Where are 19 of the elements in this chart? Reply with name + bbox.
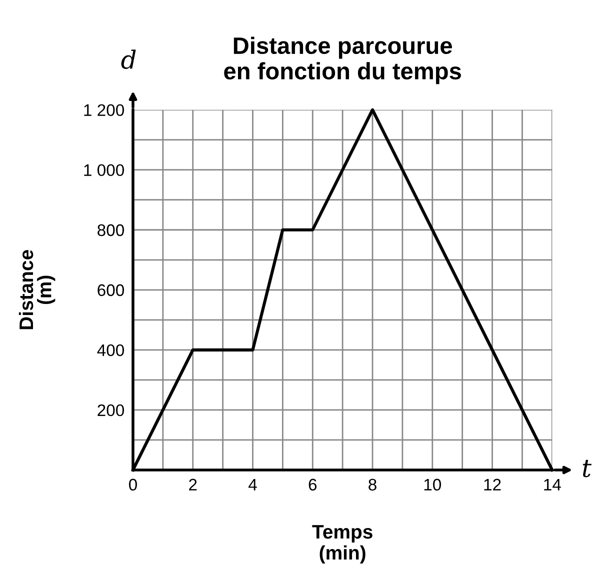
y-tick-label: 200 [98,404,124,416]
y-tick-label: 1 200 [84,104,124,116]
y-tick-label: 400 [97,344,124,356]
x-tick-label: 8 [368,478,376,491]
x-tick-label: 0 [129,478,137,491]
x-tick-label: 14 [544,478,561,490]
x-tick-label: 4 [248,478,257,490]
y-tick-label: 1 000 [84,164,124,176]
text: d [121,50,136,69]
x-tick-label: 6 [308,478,317,491]
y-axis-title: Distance (m) [18,250,56,330]
text: t [582,460,592,478]
y-tick-label: 800 [98,224,124,236]
chart-title: Distance parcourue en fonction du temps [224,36,461,84]
x-axis-title: Temps (min) [312,525,372,564]
x-tick-label: 12 [484,478,501,490]
x-tick-label: 2 [189,478,197,490]
y-tick-label: 600 [98,284,124,296]
x-tick-label: 10 [424,478,442,491]
